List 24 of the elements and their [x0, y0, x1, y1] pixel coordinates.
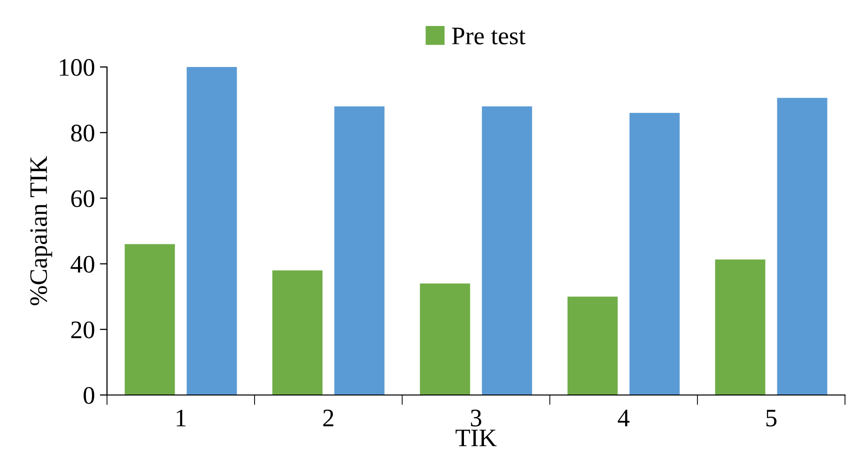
bar — [186, 67, 237, 395]
y-tick-label: 0 — [84, 387, 94, 404]
bar — [334, 106, 384, 395]
x-tick-label: 1 — [176, 410, 186, 426]
bar — [630, 112, 680, 395]
y-tick-label: 100 — [60, 59, 94, 76]
x-tick-label: 3 — [470, 410, 482, 426]
bar — [124, 244, 175, 395]
y-axis-title: %Capaian TIK — [30, 156, 52, 306]
bar — [482, 106, 532, 395]
bar — [420, 283, 470, 395]
y-tick-label: 40 — [70, 256, 94, 273]
x-tick-label: 5 — [766, 410, 776, 426]
bar — [715, 260, 766, 395]
bar — [272, 270, 322, 395]
x-axis-title: TIK — [456, 430, 497, 446]
bar — [777, 98, 828, 395]
legend-label: Pre test — [452, 28, 526, 44]
x-tick-label: 4 — [618, 410, 630, 426]
y-tick-label: 20 — [71, 321, 94, 338]
x-tick-label: 2 — [323, 410, 334, 426]
y-tick-label: 80 — [71, 124, 94, 142]
bar — [568, 296, 618, 395]
y-tick-label: 60 — [71, 190, 94, 208]
